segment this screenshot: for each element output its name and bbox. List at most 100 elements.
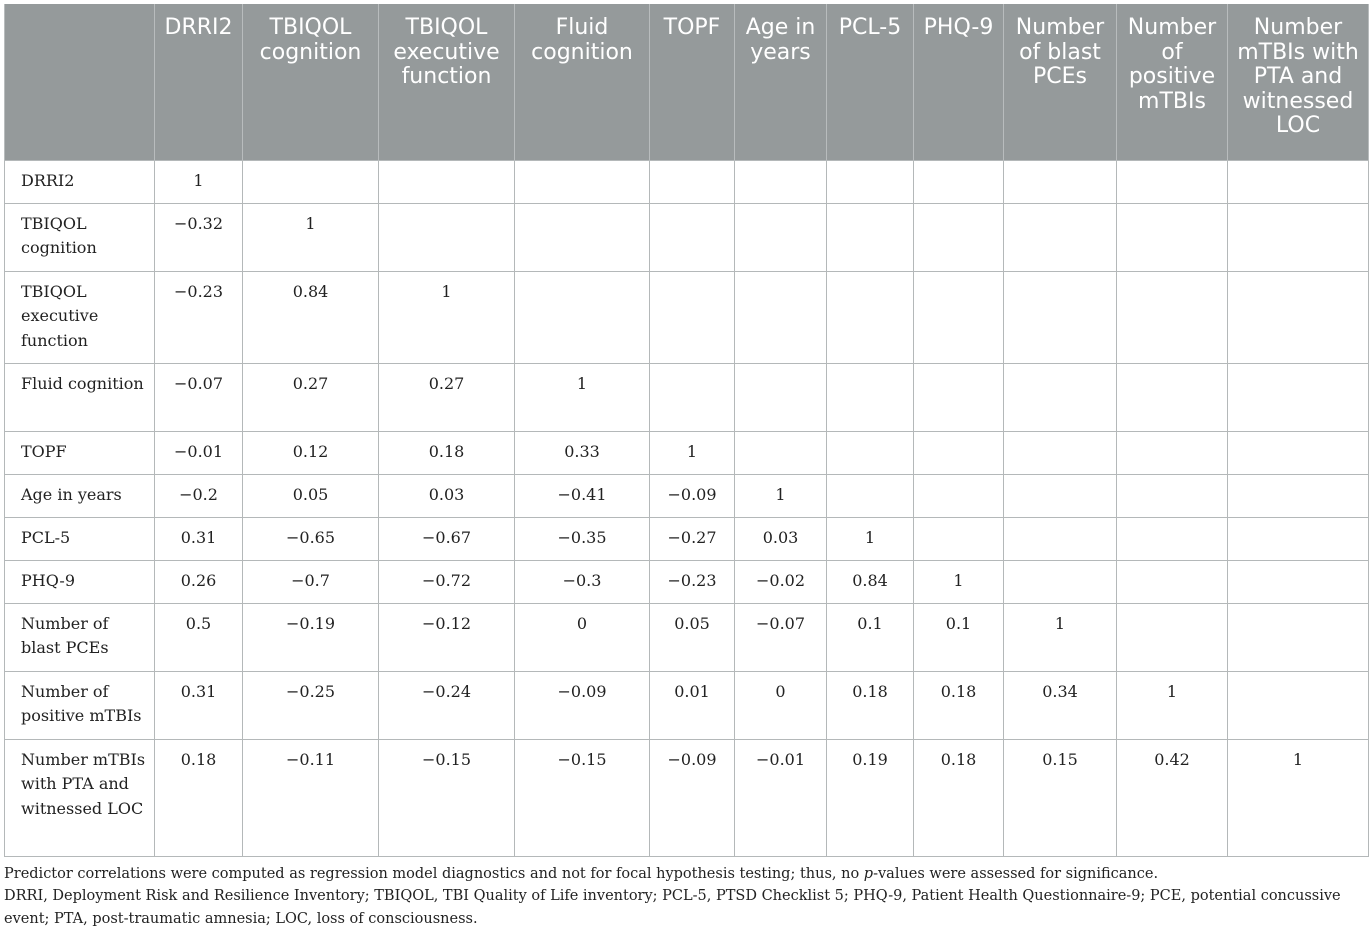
table-footnotes: Predictor correlations were computed as … <box>4 863 1368 931</box>
table-row: TOPF −0.01 0.12 0.18 0.33 1 <box>4 430 1369 475</box>
table-cell <box>826 430 914 475</box>
table-cell <box>1116 602 1228 672</box>
table-cell: 0.27 <box>242 362 379 432</box>
table-cell: −0.09 <box>649 473 735 518</box>
table-cell: −0.35 <box>514 516 650 561</box>
table-cell <box>1227 362 1369 432</box>
table-cell: 0.42 <box>1116 738 1228 857</box>
table-cell: 1 <box>1227 738 1369 857</box>
table-cell: 0.18 <box>913 738 1004 857</box>
table-cell <box>734 430 827 475</box>
table-cell: −0.01 <box>734 738 827 857</box>
table-cell: 0 <box>514 602 650 672</box>
table-cell: 1 <box>378 270 515 364</box>
table-row: TBIQOL executive function −0.23 0.84 1 <box>4 270 1369 364</box>
column-header: TOPF <box>649 4 735 160</box>
table-cell: 0.12 <box>242 430 379 475</box>
table-cell <box>1003 362 1117 432</box>
table-cell: 0.31 <box>154 670 243 740</box>
table-cell: −0.19 <box>242 602 379 672</box>
table-cell: −0.07 <box>734 602 827 672</box>
table-cell <box>649 270 735 364</box>
table-cell: 1 <box>826 516 914 561</box>
table-cell: 0.15 <box>1003 738 1117 857</box>
row-label: DRRI2 <box>4 159 155 204</box>
table-cell: −0.12 <box>378 602 515 672</box>
row-label: TBIQOL executive function <box>4 270 155 364</box>
row-label: TBIQOL cognition <box>4 202 155 272</box>
header-row: DRRI2 TBIQOL cognition TBIQOL executive fu… <box>4 4 1369 160</box>
table-cell <box>1227 159 1369 204</box>
table-row: TBIQOL cognition −0.32 1 <box>4 202 1369 272</box>
row-label: Number mTBIs with PTA and witnessed LOC <box>4 738 155 857</box>
table-cell: 1 <box>242 202 379 272</box>
table-row: PHQ-9 0.26 −0.7 −0.72 −0.3 −0.23 −0.02 0.84 1 <box>4 559 1369 604</box>
row-label: PCL-5 <box>4 516 155 561</box>
table-cell <box>242 159 379 204</box>
table-cell: −0.15 <box>514 738 650 857</box>
table-cell <box>1116 270 1228 364</box>
column-header: PHQ-9 <box>913 4 1004 160</box>
row-label: TOPF <box>4 430 155 475</box>
table-cell: 0.18 <box>913 670 1004 740</box>
table-cell <box>1227 473 1369 518</box>
footnote-text: -values were assessed for significance. <box>873 865 1159 882</box>
table-cell <box>913 362 1004 432</box>
table-cell <box>1116 473 1228 518</box>
table-row: DRRI2 1 <box>4 159 1369 204</box>
column-header: TBIQOL cognition <box>242 4 379 160</box>
table-cell: −0.25 <box>242 670 379 740</box>
table-cell <box>913 270 1004 364</box>
table-cell <box>1227 559 1369 604</box>
column-header: Age in years <box>734 4 827 160</box>
table-cell <box>826 362 914 432</box>
header-cell-empty <box>4 4 155 160</box>
table-cell: 1 <box>154 159 243 204</box>
table-cell: 0.5 <box>154 602 243 672</box>
row-label: PHQ-9 <box>4 559 155 604</box>
table-cell: −0.72 <box>378 559 515 604</box>
table-cell: 0.19 <box>826 738 914 857</box>
table-body: DRRI2 1 TBIQOL cognition −0.32 1 TBIQOL execu… <box>4 159 1369 857</box>
footnote-predictor: Predictor correlations were computed as … <box>4 863 1368 886</box>
table-cell <box>734 362 827 432</box>
table-cell: 0.1 <box>826 602 914 672</box>
table-cell <box>826 202 914 272</box>
table-cell <box>913 516 1004 561</box>
table-cell <box>378 202 515 272</box>
table-cell <box>826 270 914 364</box>
table-cell <box>1003 202 1117 272</box>
table-cell <box>649 202 735 272</box>
table-cell: 1 <box>1003 602 1117 672</box>
footnote-abbreviations: DRRI, Deployment Risk and Resilience Inv… <box>4 888 1341 927</box>
column-header: Number of blast PCEs <box>1003 4 1117 160</box>
table-cell <box>1003 159 1117 204</box>
table-cell: 0.03 <box>378 473 515 518</box>
table-cell: −0.67 <box>378 516 515 561</box>
row-label: Age in years <box>4 473 155 518</box>
table-cell: 1 <box>1116 670 1228 740</box>
table-cell <box>514 159 650 204</box>
table-cell <box>913 202 1004 272</box>
table-cell <box>1116 559 1228 604</box>
table-row: Age in years −0.2 0.05 0.03 −0.41 −0.09 1 <box>4 473 1369 518</box>
table-cell <box>913 159 1004 204</box>
table-cell: −0.09 <box>649 738 735 857</box>
table-cell <box>1116 430 1228 475</box>
table-cell <box>826 473 914 518</box>
table-row: Number mTBIs with PTA and witnessed LOC 0… <box>4 738 1369 857</box>
table-cell: −0.23 <box>649 559 735 604</box>
footnote-text: Predictor correlations were computed as … <box>4 865 864 882</box>
table-cell <box>913 473 1004 518</box>
table-cell: 0.84 <box>826 559 914 604</box>
table-cell: −0.7 <box>242 559 379 604</box>
table-row: PCL-5 0.31 −0.65 −0.67 −0.35 −0.27 0.03 1 <box>4 516 1369 561</box>
correlation-table: DRRI2 TBIQOL cognition TBIQOL executive fu… <box>4 4 1369 857</box>
table-cell: −0.15 <box>378 738 515 857</box>
table-cell <box>1116 516 1228 561</box>
table-cell <box>734 270 827 364</box>
table-cell: 0.33 <box>514 430 650 475</box>
table-cell: 0.01 <box>649 670 735 740</box>
table-cell <box>1227 670 1369 740</box>
column-header: PCL-5 <box>826 4 914 160</box>
